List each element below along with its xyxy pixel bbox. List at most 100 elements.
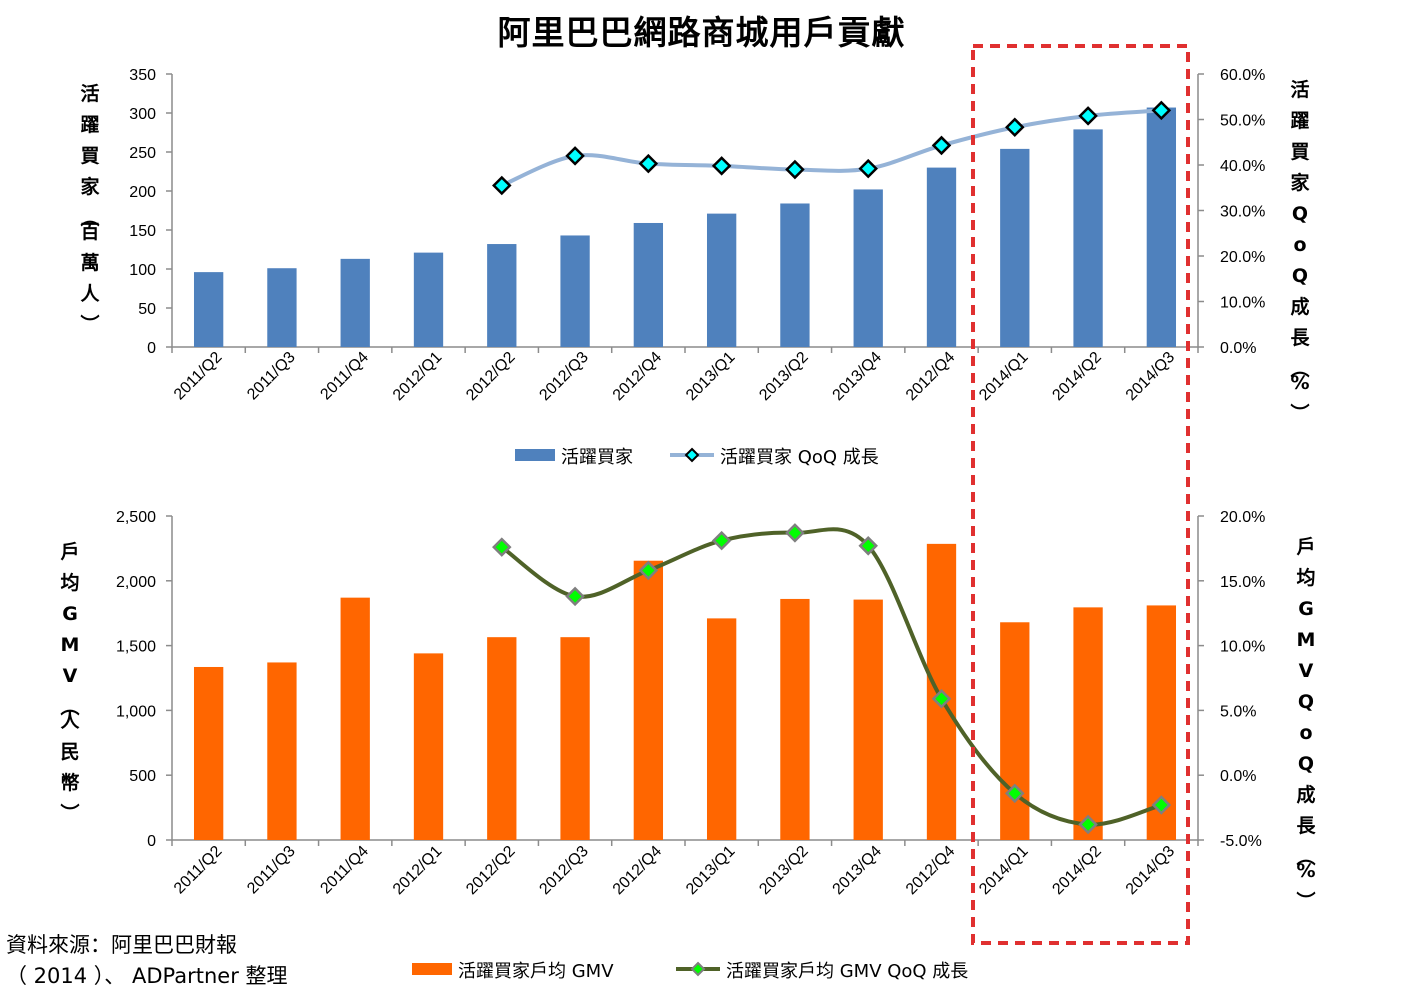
y2-axis-title-char: o (1293, 234, 1306, 256)
y2-axis-title-char: 成 (1296, 783, 1315, 806)
y2-tick-label: 20.0% (1220, 509, 1265, 526)
bar (853, 189, 883, 347)
x-tick-label: 2012/Q4 (903, 349, 958, 404)
y2-tick-label: 5.0% (1220, 703, 1256, 720)
x-tick-label: 2011/Q3 (244, 349, 299, 404)
line-point (711, 156, 732, 176)
bar (487, 637, 517, 840)
x-tick-label: 2014/Q1 (976, 843, 1031, 898)
x-tick-label: 2011/Q3 (244, 843, 299, 898)
y2-axis-title-char: Q (1292, 203, 1308, 225)
x-tick-label: 2014/Q1 (976, 349, 1031, 404)
x-tick-label: 2013/Q1 (683, 349, 738, 404)
bar (853, 599, 883, 840)
y2-axis-title-char: 買 (1290, 141, 1309, 163)
x-tick-label: 2012/Q4 (610, 349, 665, 404)
y-tick-label: 200 (129, 184, 156, 201)
chart-active-buyers: 0 50 100 150 200 250 300 350 0.0% 10.0% 20.0% 30.0%… (80, 67, 1310, 468)
y2-axis-title-char: 家 (1290, 171, 1310, 194)
y2-axis-title-char: V (1299, 660, 1314, 682)
y-tick-label: 250 (129, 145, 156, 162)
y-tick-label: 500 (129, 768, 156, 785)
chart-gmv-per-buyer: 0 500 1,000 1,500 2,000 2,500 -5.0% 0.0% 5.0% 10.… (60, 509, 1316, 982)
y-axis-title-char: G (62, 603, 78, 625)
line-point (858, 158, 878, 179)
y-axis-title-char: ︵ (60, 696, 79, 718)
bar (413, 653, 444, 840)
bar (926, 167, 957, 347)
legend-swatch-marker (690, 961, 706, 977)
bar (1000, 622, 1030, 840)
x-tick-label: 2012/Q2 (463, 349, 518, 404)
y2-axis-title-char: 長 (1290, 327, 1310, 349)
bar (1073, 607, 1103, 840)
x-tick-label: 2012/Q2 (463, 843, 518, 898)
source-line-2: （ 2014 ）、 ADPartner 整理 (6, 964, 288, 988)
y2-axis-title-char: Q (1298, 691, 1314, 713)
x-tick-label: 2012/Q1 (390, 843, 445, 898)
y2-axis-title-char: G (1298, 598, 1314, 620)
y-tick-label: 350 (129, 67, 156, 84)
y-axis-title-char: 百 (80, 221, 99, 243)
bar (1073, 129, 1103, 347)
bar (780, 203, 810, 347)
y-axis-title-char: 戶 (60, 540, 79, 563)
y-tick-label: 300 (129, 106, 156, 123)
y2-tick-label: 0.0% (1220, 340, 1256, 357)
y2-tick-label: 10.0% (1220, 639, 1265, 656)
y-tick-label: 1,500 (116, 639, 156, 656)
legend-label-bar: 活躍買家戶均 GMV (458, 961, 614, 982)
y2-axis-title-char: 躍 (1290, 110, 1309, 132)
bar (780, 598, 810, 840)
x-tick-label: 2014/Q3 (1123, 349, 1178, 404)
bar (340, 258, 370, 347)
y2-tick-label: 60.0% (1220, 67, 1265, 84)
x-tick-label: 2014/Q3 (1123, 843, 1178, 898)
y2-axis-title-char: Q (1298, 753, 1314, 775)
x-tick-label: 2012/Q4 (610, 843, 665, 898)
bar (267, 662, 297, 840)
line-point (785, 159, 805, 180)
x-tick-label: 2011/Q4 (317, 843, 372, 898)
x-tick-label: 2013/Q4 (830, 843, 885, 898)
line-point (565, 586, 585, 607)
y-tick-label: 2,500 (116, 509, 156, 526)
line-point (711, 530, 732, 551)
x-tick-label: 2012/Q4 (903, 843, 958, 898)
line-point (1151, 795, 1172, 815)
y2-axis-title-char: o (1299, 722, 1312, 744)
y2-tick-label: 15.0% (1220, 574, 1265, 591)
y2-axis-title-char: ︶ (1290, 402, 1309, 425)
y-axis-title-char: 萬 (80, 252, 99, 274)
bar (193, 666, 224, 840)
x-tick-label: 2013/Q1 (683, 843, 738, 898)
y2-axis-title-char: Q (1292, 265, 1308, 287)
bar (193, 272, 224, 347)
y2-tick-label: 30.0% (1220, 204, 1265, 221)
y2-axis-title-char: 長 (1296, 815, 1316, 837)
bar (267, 268, 297, 347)
series-line (500, 527, 1162, 827)
x-tick-label: 2013/Q4 (830, 349, 885, 404)
legend-label-line: 活躍買家 QoQ 成長 (720, 447, 879, 468)
y2-axis-title-char: 戶 (1296, 535, 1315, 558)
y-tick-label: 0 (147, 833, 156, 850)
y-axis-title-char: 民 (60, 741, 79, 763)
line-point (858, 536, 878, 556)
y-axis-title-char: ︵ (80, 207, 99, 229)
line-point (1078, 814, 1098, 835)
highlight-box (971, 44, 1190, 945)
bar (413, 252, 444, 347)
y2-axis-title-char: % (1290, 372, 1309, 394)
line-point (638, 153, 659, 174)
bar (706, 618, 737, 840)
chart-title: 阿里巴巴網路商城用戶貢獻 (497, 13, 906, 52)
y2-tick-label: 10.0% (1220, 295, 1265, 312)
bar (560, 235, 590, 347)
y-axis-title-char: ︶ (60, 802, 79, 825)
y2-axis-title-char: % (1296, 860, 1315, 882)
y-axis-title-char: V (63, 665, 78, 687)
x-tick-label: 2011/Q4 (317, 349, 372, 404)
x-tick-label: 2013/Q2 (756, 843, 811, 898)
